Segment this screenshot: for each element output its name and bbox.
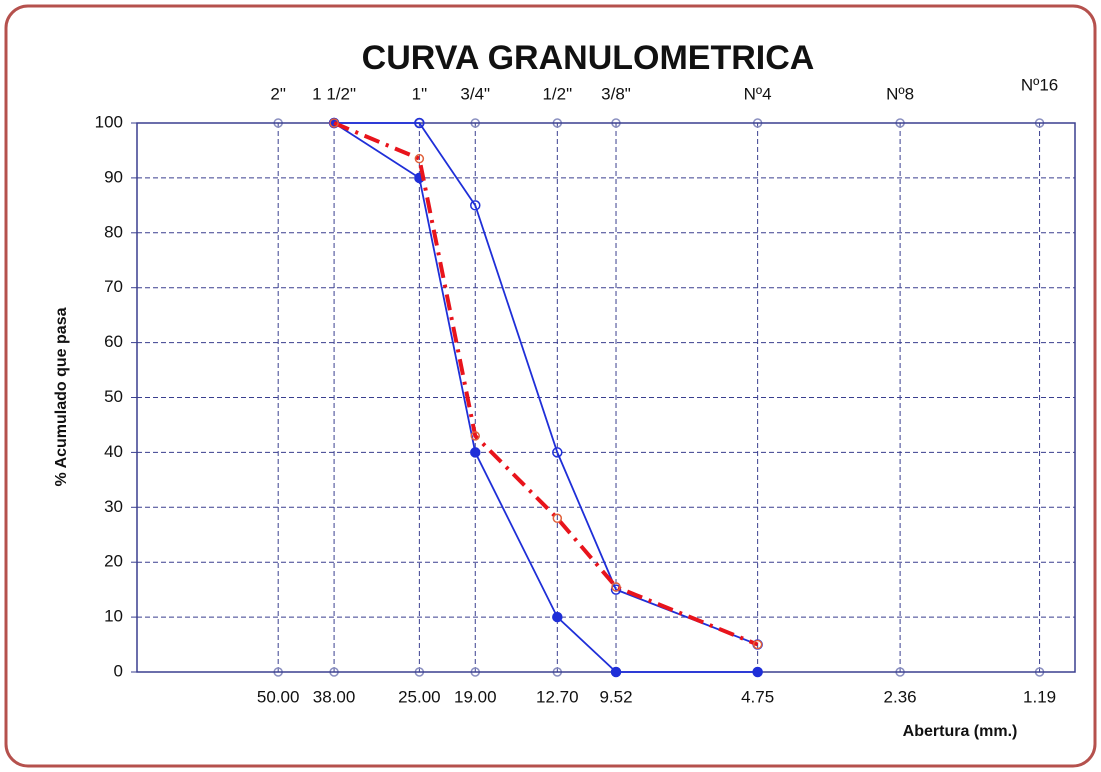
- x-tick-label: 50.00: [257, 687, 300, 706]
- y-axis-label: % Acumulado que pasa: [53, 307, 70, 486]
- x2-tick-label: 3/4": [460, 84, 490, 103]
- frame: [4, 4, 1097, 768]
- data-point: [329, 118, 339, 128]
- x2-tick-label: Nº4: [744, 84, 772, 103]
- data-point: [414, 153, 425, 164]
- data-point: [752, 639, 763, 650]
- data-point: [552, 513, 563, 524]
- data-point: [414, 117, 425, 129]
- plot-border: [136, 122, 1076, 673]
- x2-tick-label: 1": [412, 84, 428, 103]
- x-tick-label: 38.00: [313, 687, 356, 706]
- y-tick-label: 0: [114, 661, 123, 680]
- x2-tick-label: 1 1/2": [312, 84, 356, 103]
- x-tick-label: 4.75: [741, 687, 774, 706]
- x-tick-label: 19.00: [454, 687, 497, 706]
- data-point: [752, 666, 763, 678]
- x-axis-label: Abertura (mm.): [903, 723, 1018, 740]
- data-point: [552, 447, 563, 458]
- data-point: [552, 611, 563, 623]
- x-tick-label: 12.70: [536, 687, 579, 706]
- x2-tick-label: 1/2": [542, 84, 572, 103]
- data-point: [470, 431, 481, 441]
- series-line: [334, 122, 758, 646]
- y-tick-label: 30: [104, 497, 123, 516]
- y-tick-label: 100: [95, 112, 123, 131]
- series-line: [333, 121, 759, 647]
- y-tick-label: 40: [104, 442, 123, 461]
- x2-tick-label: Nº8: [886, 84, 914, 103]
- y-tick-label: 10: [104, 607, 123, 626]
- x-tick-label: 9.52: [599, 687, 632, 706]
- y-tick-label: 20: [104, 552, 123, 571]
- x2-tick-label: 2": [270, 84, 286, 103]
- data-point: [470, 200, 481, 211]
- data-point: [610, 584, 622, 595]
- x2-tick-label: 3/8": [601, 84, 631, 103]
- x-tick-label: 2.36: [884, 687, 917, 706]
- y-tick-label: 80: [104, 222, 123, 241]
- x-tick-label: 1.19: [1023, 687, 1056, 706]
- data-point: [470, 447, 481, 458]
- data-point: [611, 582, 621, 592]
- series-line: [333, 122, 758, 673]
- data-point: [610, 666, 622, 678]
- y-tick-label: 70: [104, 277, 123, 296]
- y-tick-label: 60: [104, 332, 123, 351]
- x2-tick-label: Nº16: [1021, 75, 1058, 94]
- y-tick-label: 50: [104, 387, 123, 406]
- chart-title: CURVA GRANULOMETRICA: [362, 39, 815, 77]
- y-tick-label: 90: [104, 167, 123, 186]
- x-tick-label: 25.00: [398, 687, 441, 706]
